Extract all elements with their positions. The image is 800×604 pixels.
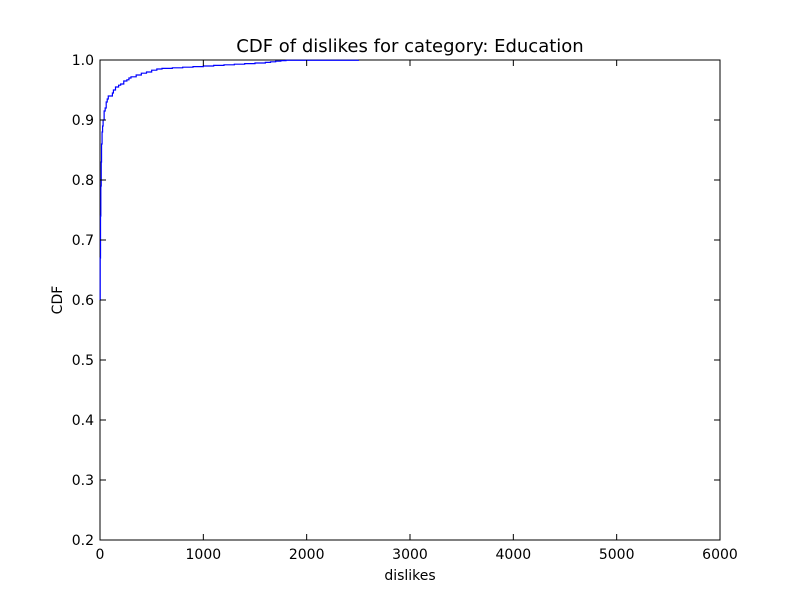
y-tick-label: 0.2: [72, 533, 94, 549]
y-tick-label: 0.6: [72, 293, 94, 309]
cdf-series-line: [99, 59, 359, 301]
y-tick-label: 0.4: [72, 413, 94, 429]
x-tick-label: 4000: [496, 547, 532, 563]
y-tick-label: 0.5: [72, 353, 94, 369]
y-tick-label: 1.0: [72, 53, 94, 69]
chart-title: CDF of dislikes for category: Education: [236, 36, 583, 57]
y-axis-ticks: 0.2 0.3 0.4 0.5 0.6 0.7 0.8 0.9 1.0: [72, 53, 720, 549]
x-tick-label: 3000: [392, 547, 428, 563]
x-tick-label: 6000: [702, 547, 738, 563]
y-tick-label: 0.7: [72, 233, 94, 249]
y-tick-label: 0.3: [72, 473, 94, 489]
plot-frame: [99, 59, 721, 541]
x-axis-ticks: 0 1000 2000 3000 4000 5000 6000: [96, 60, 738, 563]
x-tick-label: 5000: [599, 547, 635, 563]
y-axis-label: CDF: [50, 286, 66, 315]
x-tick-label: 1000: [186, 547, 222, 563]
series-layer: [99, 59, 359, 301]
plot-area: [99, 59, 721, 541]
y-tick-label: 0.8: [72, 173, 94, 189]
x-axis-label: dislikes: [384, 568, 435, 584]
y-tick-label: 0.9: [72, 113, 94, 129]
x-tick-label: 2000: [289, 547, 325, 563]
x-tick-label: 0: [96, 547, 105, 563]
